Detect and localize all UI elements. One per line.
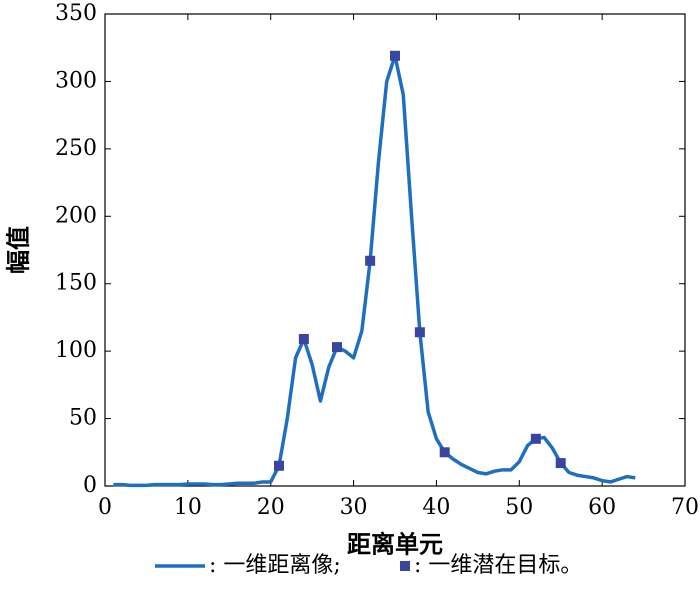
marker (390, 50, 400, 61)
y-tick-label: 0 (83, 473, 97, 498)
y-tick-label: 200 (55, 203, 97, 228)
y-tick-label: 300 (55, 68, 97, 93)
x-tick-label: 20 (257, 495, 285, 520)
y-tick-label: 250 (55, 136, 97, 161)
plot-frame (104, 13, 686, 487)
x-tick-label: 50 (505, 495, 533, 520)
marker (530, 433, 541, 444)
legend-marker (400, 561, 410, 571)
y-tick-label: 50 (69, 406, 97, 431)
marker (332, 342, 342, 353)
marker (365, 255, 376, 266)
marker (555, 458, 566, 469)
line (113, 54, 636, 488)
y-axis-label: 幅值 (4, 226, 33, 274)
legend-label: : 一维距离像; (209, 553, 341, 578)
marker (439, 447, 450, 458)
x-tick-label: 70 (671, 495, 699, 520)
marker (274, 460, 284, 471)
marker (414, 327, 425, 338)
x-axis-label: 距离单元 (347, 530, 443, 559)
x-tick-label: 0 (98, 495, 112, 520)
x-tick-label: 40 (422, 495, 450, 520)
y-tick-label: 350 (55, 1, 97, 26)
x-tick-label: 30 (340, 495, 368, 520)
legend-label: : 一维潜在目标。 (414, 553, 582, 578)
y-tick-label: 150 (55, 271, 97, 296)
x-tick-label: 10 (174, 495, 202, 520)
y-tick-label: 100 (55, 338, 97, 363)
marker (298, 334, 309, 345)
x-tick-label: 60 (588, 495, 616, 520)
